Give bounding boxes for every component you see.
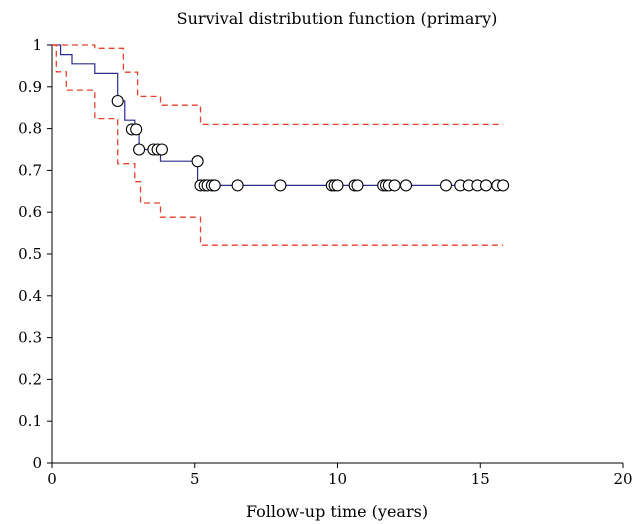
censored-marker	[191, 155, 204, 168]
censored-marker	[388, 179, 401, 192]
censored-marker	[274, 179, 287, 192]
y-tick-label: 0	[32, 454, 42, 472]
y-tick-label: 0.1	[18, 412, 42, 430]
censored-marker	[497, 179, 510, 192]
x-axis-title: Follow-up time (years)	[246, 502, 428, 521]
y-tick-label: 0.9	[18, 78, 42, 96]
y-tick-label: 0.8	[18, 120, 42, 138]
censored-marker	[155, 143, 168, 156]
censored-marker	[439, 179, 453, 192]
plot-area: 00.10.20.30.40.50.60.70.80.910 5 10 15 20	[18, 36, 632, 488]
y-tick-label: 0.3	[18, 329, 42, 347]
y-tick-label: 0.5	[18, 245, 42, 263]
x-tick-label: 15	[471, 470, 490, 488]
x-tick-label: 10	[328, 470, 347, 488]
y-tick-label: 0.4	[18, 287, 42, 305]
upper-bound-line	[52, 44, 504, 126]
y-tick-label: 0.7	[18, 161, 42, 179]
y-tick-label: 1	[32, 36, 42, 54]
censored-marker	[133, 143, 146, 156]
y-tick-label: 0.6	[18, 203, 42, 221]
y-tick-label: 0.2	[18, 370, 42, 388]
censored-marker	[208, 179, 221, 192]
censored-marker	[331, 179, 344, 192]
chart-title: Survival distribution function (primary)	[177, 9, 498, 28]
x-tick-label: 5	[190, 470, 200, 488]
censored-marker	[231, 179, 244, 192]
censored-marker	[130, 123, 143, 136]
censored-marker	[111, 94, 124, 108]
lower-bound-line	[52, 44, 504, 246]
estimate-line	[52, 44, 504, 186]
censored-marker	[351, 179, 364, 192]
censored-marker	[399, 179, 413, 192]
x-tick-label: 20	[613, 470, 632, 488]
x-tick-label: 0	[47, 470, 57, 488]
censored-marker	[479, 179, 493, 192]
